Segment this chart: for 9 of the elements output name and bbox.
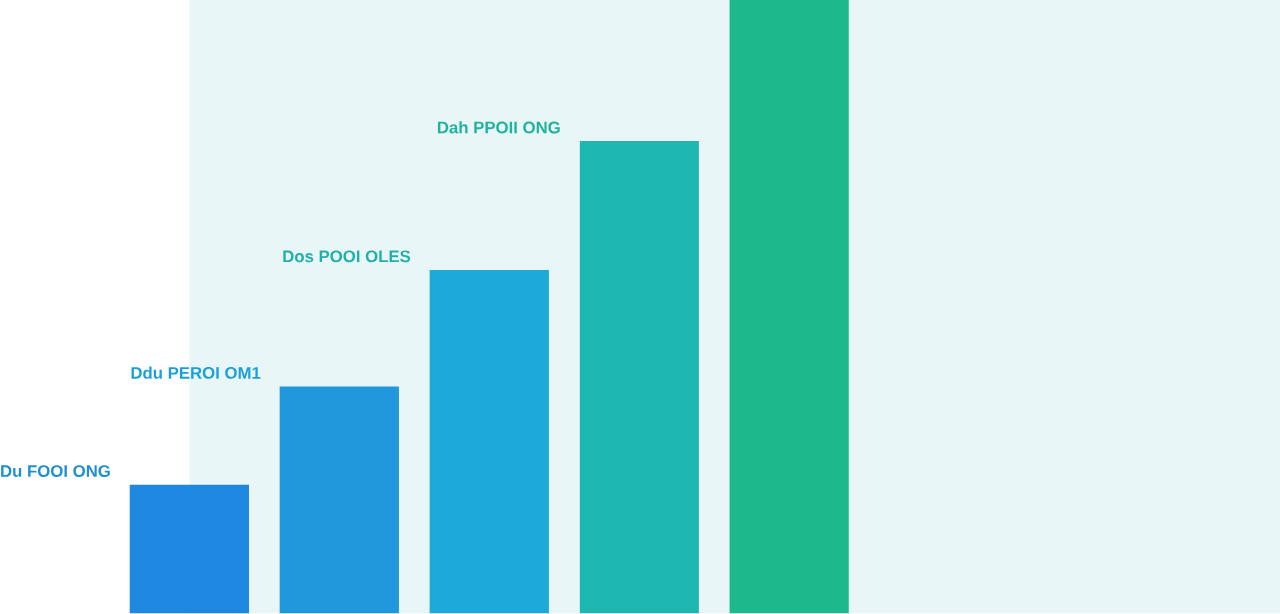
annotation: Dos POOI OLES (283, 250, 411, 263)
bar (279, 386, 399, 614)
bar (729, 0, 849, 614)
bar (579, 141, 699, 614)
bar (429, 270, 549, 614)
annotation: Dah PPOII ONG (437, 121, 560, 134)
bar (129, 484, 249, 614)
text: Du FOOI ONG (1, 465, 110, 478)
annotation: Ddu PEROI OM1 (131, 366, 261, 380)
